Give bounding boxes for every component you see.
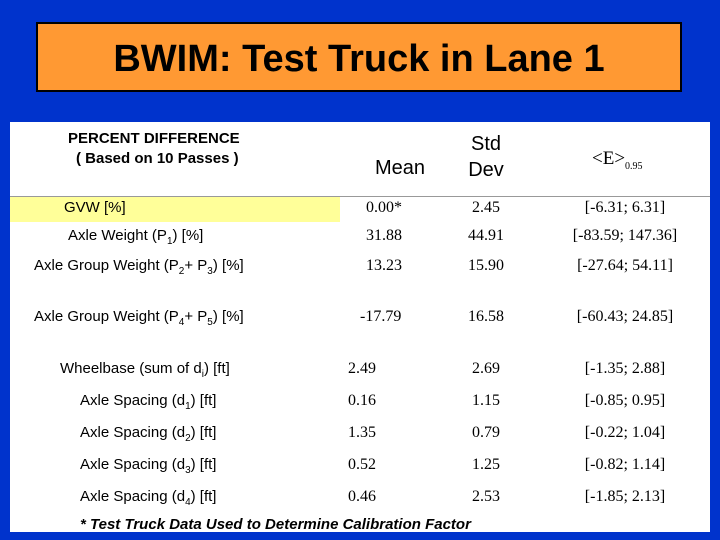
gvw-highlight [10, 196, 340, 222]
row-interval: [-0.22; 1.04] [584, 424, 666, 441]
row-mean: -17.79 [360, 308, 402, 325]
row-label-subscript: 4 [178, 317, 185, 328]
row-label-text: + P [184, 257, 208, 274]
row-interval: [-0.82; 1.14] [584, 456, 666, 473]
header-e-interval: <E>0.95 [592, 148, 643, 172]
row-mean: 31.88 [366, 227, 402, 244]
row-label: Axle Spacing (d4) [ft] [80, 488, 216, 508]
header-divider [10, 196, 710, 197]
row-mean: 1.35 [348, 424, 376, 441]
row-label-text: Axle Spacing (d [80, 456, 186, 473]
row-label-text: ) [ft] [190, 392, 217, 409]
row-label: Axle Group Weight (P4+ P5) [%] [34, 308, 244, 328]
row-mean: 13.23 [366, 257, 402, 274]
row-std: 15.90 [468, 257, 504, 274]
row-label-subscript: 2 [178, 266, 185, 277]
row-label-text: Axle Group Weight (P [34, 257, 179, 274]
header-dev: Dev [468, 159, 504, 181]
row-label: Axle Group Weight (P2+ P3) [%] [34, 257, 244, 277]
row-label: Wheelbase (sum of di) [ft] [60, 360, 230, 380]
row-std: 44.91 [468, 227, 504, 244]
row-label: Axle Spacing (d1) [ft] [80, 392, 216, 412]
row-label-text: Wheelbase (sum of d [60, 360, 202, 377]
row-label-text: Axle Weight (P [68, 227, 167, 244]
row-mean: 0.52 [348, 456, 376, 473]
row-std: 1.15 [472, 392, 500, 409]
row-mean: 0.16 [348, 392, 376, 409]
row-label-text: GVW [%] [64, 199, 126, 216]
results-table: PERCENT DIFFERENCE ( Based on 10 Passes … [10, 122, 710, 533]
row-label: GVW [%] [64, 199, 126, 216]
row-std: 16.58 [468, 308, 504, 325]
row-label-text: ) [ft] [190, 456, 217, 473]
header-mean: Mean [374, 157, 426, 179]
row-interval: [-1.35; 2.88] [584, 360, 666, 377]
row-std: 2.45 [472, 199, 500, 216]
row-mean: 0.46 [348, 488, 376, 505]
row-std: 2.53 [472, 488, 500, 505]
row-interval: [-0.85; 0.95] [584, 392, 666, 409]
header-e-symbol: <E> [592, 148, 626, 169]
row-label-text: ) [ft] [190, 488, 217, 505]
row-label-subscript: 1 [185, 401, 191, 412]
row-label-subscript: 3 [185, 465, 191, 476]
title-box: BWIM: Test Truck in Lane 1 [36, 22, 682, 92]
row-label-text: ) [%] [212, 257, 244, 274]
row-interval: [-1.85; 2.13] [584, 488, 666, 505]
row-label-subscript: 5 [207, 317, 213, 328]
row-label: Axle Spacing (d3) [ft] [80, 456, 216, 476]
row-interval: [-60.43; 24.85] [576, 308, 674, 325]
footnote: * Test Truck Data Used to Determine Cali… [80, 516, 471, 533]
row-label-text: + P [184, 308, 208, 325]
row-interval: [-27.64; 54.11] [577, 257, 673, 274]
header-percent-difference: PERCENT DIFFERENCE [68, 130, 240, 147]
header-e-subscript: 0.95 [625, 160, 643, 172]
row-label-subscript: i [201, 369, 204, 380]
row-std: 0.79 [472, 424, 500, 441]
row-label-subscript: 1 [166, 236, 173, 247]
row-label-text: Axle Spacing (d [80, 424, 186, 441]
row-label: Axle Spacing (d2) [ft] [80, 424, 216, 444]
row-label-subscript: 2 [185, 433, 191, 444]
row-label-text: Axle Group Weight (P [34, 308, 179, 325]
row-label-text: Axle Spacing (d [80, 488, 186, 505]
row-label-text: ) [ft] [190, 424, 217, 441]
row-label: Axle Weight (P1) [%] [68, 227, 203, 247]
header-based-on: ( Based on 10 Passes ) [76, 150, 239, 167]
row-label-text: ) [ft] [203, 360, 230, 377]
row-label-text: Axle Spacing (d [80, 392, 186, 409]
row-interval: [-6.31; 6.31] [584, 199, 666, 216]
row-label-text: ) [%] [212, 308, 244, 325]
row-interval: [-83.59; 147.36] [572, 227, 678, 244]
row-std: 1.25 [472, 456, 500, 473]
row-mean: 0.00* [366, 199, 402, 216]
row-label-subscript: 3 [207, 266, 213, 277]
row-label-text: ) [%] [172, 227, 204, 244]
slide-title: BWIM: Test Truck in Lane 1 [113, 38, 605, 80]
row-std: 2.69 [472, 360, 500, 377]
row-mean: 2.49 [348, 360, 376, 377]
header-std: Std [470, 133, 502, 155]
row-label-subscript: 4 [185, 497, 191, 508]
